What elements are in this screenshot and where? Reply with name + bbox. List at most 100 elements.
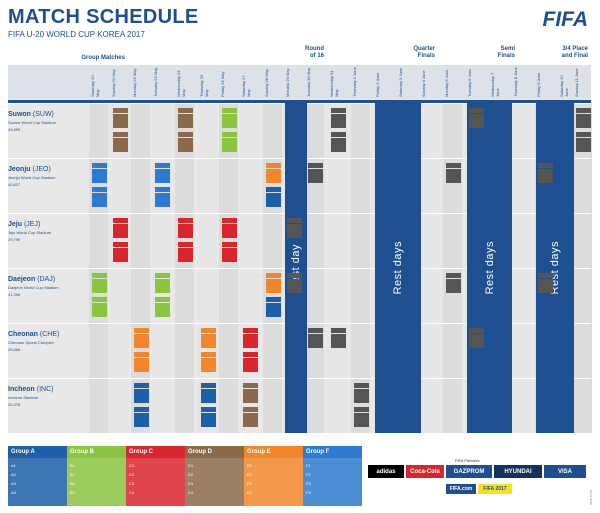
match-block: [446, 273, 461, 293]
date-label: Thursday 8 June: [513, 67, 518, 97]
venue-capacity: 20,378: [8, 402, 21, 407]
legend-team: B4: [70, 490, 75, 495]
match-block: [134, 328, 149, 348]
header-divider: [8, 100, 591, 103]
match-block: [354, 383, 369, 403]
match-number: [308, 328, 323, 333]
match-number: [538, 163, 553, 168]
match-teams: [576, 138, 591, 152]
match-number: [92, 297, 107, 302]
venue-capacity: 43,959: [8, 127, 21, 132]
match-block: [178, 242, 193, 262]
date-header: Saturday 20 May Sunday 21 May Monday 22 Ma…: [8, 65, 591, 99]
match-teams: [155, 279, 170, 293]
match-number: [222, 242, 237, 247]
match-block: [155, 163, 170, 183]
match-block: [92, 273, 107, 293]
match-teams: [201, 358, 216, 372]
match-block: [266, 273, 281, 293]
match-block: [538, 163, 553, 183]
rest-day-label: Rest days: [483, 241, 496, 295]
date-label: Saturday 3 June: [398, 67, 403, 97]
sponsor-logo: VISA: [544, 465, 586, 478]
match-teams: [222, 114, 237, 128]
match-block: [266, 297, 281, 317]
match-number: [576, 132, 591, 137]
legend-group-a: Group A A1 A2 A3 A4: [8, 446, 67, 506]
match-block: [178, 108, 193, 128]
venue-code: (CHE): [39, 331, 60, 338]
legend-group-name: Group B: [67, 446, 126, 458]
venue-stadium: Jeonju World Cup Stadium: [8, 175, 56, 180]
venue-stadium: Jeju World Cup Stadium: [8, 230, 52, 235]
match-block: [538, 273, 553, 293]
match-block: [243, 328, 258, 348]
match-number: [576, 108, 591, 113]
legend-group-teams: D1 D2 D3 D4: [185, 458, 244, 506]
match-block: [576, 132, 591, 152]
match-teams: [243, 413, 258, 427]
date-label: Saturday 20 May: [90, 75, 100, 97]
phase-round-of-16: Round of 16: [305, 46, 324, 59]
match-number: [155, 297, 170, 302]
match-number: [243, 407, 258, 412]
match-number: [243, 383, 258, 388]
match-number: [92, 187, 107, 192]
venue-capacity: 29,790: [8, 237, 21, 242]
match-teams: [113, 114, 128, 128]
match-block: [222, 218, 237, 238]
match-teams: [266, 279, 281, 293]
legend-team: E1: [247, 463, 252, 468]
match-number: [113, 108, 128, 113]
match-number: [201, 328, 216, 333]
match-teams: [178, 224, 193, 238]
match-teams: [308, 169, 323, 183]
match-number: [155, 187, 170, 192]
legend-group-name: Group D: [185, 446, 244, 458]
match-block: [155, 187, 170, 207]
venue-capacity: 41,396: [8, 292, 21, 297]
venue-name: Daejeon (DAJ): [8, 276, 56, 283]
match-block: [331, 108, 346, 128]
rest-day-band: Rest day: [285, 103, 307, 433]
legend-group-teams: E1 E2 E3 E4: [244, 458, 303, 506]
match-teams: [155, 193, 170, 207]
match-number: [178, 108, 193, 113]
match-teams: [92, 303, 107, 317]
match-teams: [287, 279, 302, 293]
legend-group-name: Group E: [244, 446, 303, 458]
match-block: [201, 383, 216, 403]
sponsor-logo: adidas: [368, 465, 404, 478]
match-number: [354, 407, 369, 412]
match-number: [155, 163, 170, 168]
match-number: [178, 242, 193, 247]
match-number: [134, 328, 149, 333]
date-label: Tuesday 30 May: [306, 67, 311, 97]
venue-stadium: Incheon Stadium: [8, 395, 39, 400]
date-label: Monday 22 May: [132, 68, 137, 97]
legend-team: F4: [306, 490, 311, 495]
footer-code: 03.11.2016: [589, 490, 593, 505]
venue-cheonan: Cheonan (CHE) Cheonan Sports Complex 25,85…: [8, 331, 88, 352]
legend-team: A3: [11, 481, 16, 486]
match-block: [134, 383, 149, 403]
legend-team: C4: [129, 490, 135, 495]
match-block: [354, 407, 369, 427]
date-label: Sunday 11 June: [574, 68, 579, 97]
match-block: [331, 132, 346, 152]
match-block: [243, 407, 258, 427]
match-number: [92, 273, 107, 278]
match-number: [266, 273, 281, 278]
rest-day-band: Rest days: [375, 103, 421, 433]
match-number: [178, 218, 193, 223]
legend-team: E4: [247, 490, 252, 495]
match-teams: [331, 138, 346, 152]
match-number: [308, 163, 323, 168]
match-number: [331, 328, 346, 333]
sponsors-title: FIFA Partners: [455, 458, 480, 463]
venue-code: (DAJ): [37, 276, 56, 283]
match-teams: [331, 334, 346, 348]
match-teams: [92, 169, 107, 183]
venue-name: Jeonju (JEO): [8, 166, 51, 173]
date-label: Wednesday 31 May: [329, 70, 339, 97]
